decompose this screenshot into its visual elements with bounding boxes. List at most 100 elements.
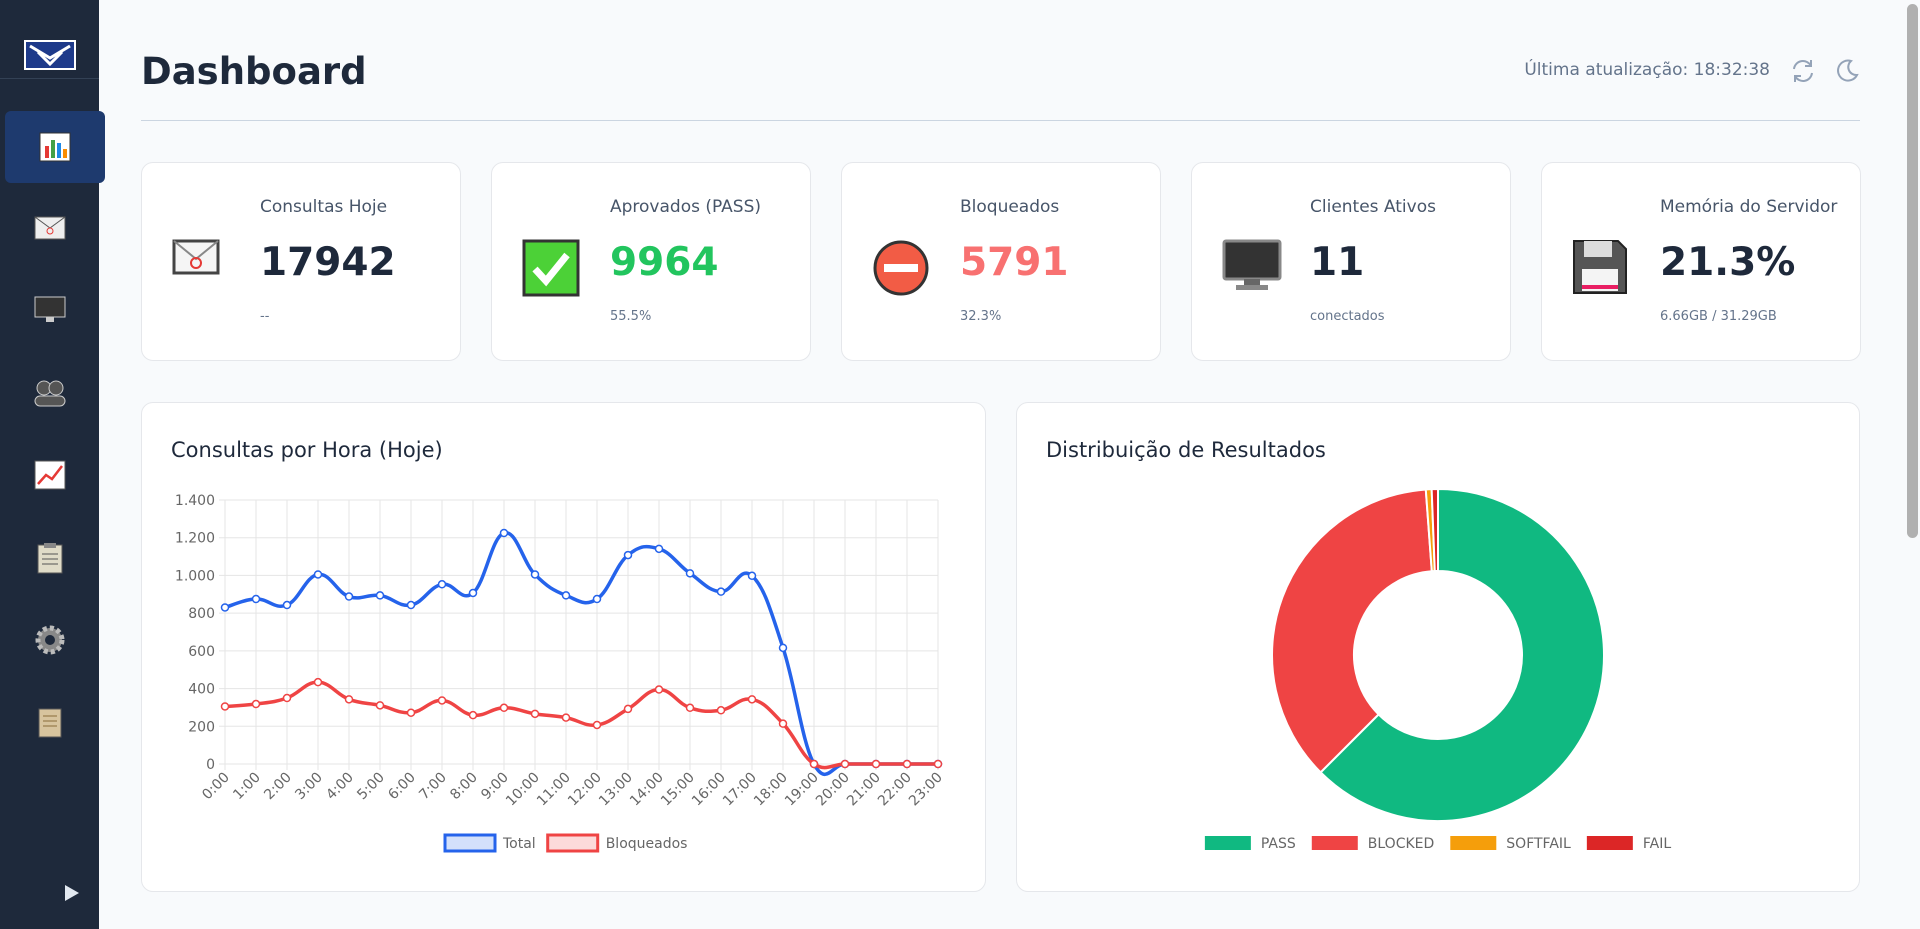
data-point bbox=[313, 570, 323, 579]
data-point bbox=[282, 600, 292, 610]
card-value: 17942 bbox=[260, 240, 396, 285]
data-point bbox=[716, 587, 726, 596]
stat-card: Aprovados (PASS) 9964 55.5% bbox=[491, 162, 811, 361]
x-tick-label: 7:00 bbox=[416, 770, 450, 804]
data-point bbox=[437, 580, 447, 589]
pie-slice bbox=[1319, 487, 1605, 822]
x-tick-label: 0:00 bbox=[199, 770, 233, 804]
data-point bbox=[809, 759, 819, 769]
data-point bbox=[468, 710, 478, 720]
divider bbox=[141, 120, 1860, 121]
x-tick-label: 6:00 bbox=[385, 770, 419, 804]
x-tick-label: 3:00 bbox=[292, 770, 326, 804]
page-title: Dashboard bbox=[141, 50, 367, 93]
line-chart: 0 200 400 600 800 1.000 1.200 1.400 0:001:002:00… bbox=[175, 493, 946, 853]
y-tick-label: 1.000 bbox=[175, 568, 215, 584]
y-tick-label: 1.400 bbox=[175, 493, 215, 509]
card-icon bbox=[1222, 239, 1282, 295]
y-tick-label: 0 bbox=[206, 757, 215, 773]
x-tick-label: 21:00 bbox=[844, 770, 884, 810]
stat-card: Memória do Servidor 21.3% 6.66GB / 31.29GB bbox=[1541, 162, 1861, 361]
legend-swatch bbox=[546, 833, 600, 853]
data-point bbox=[313, 677, 323, 687]
data-point bbox=[716, 706, 726, 715]
x-tick-label: 16:00 bbox=[689, 770, 729, 810]
nav-docs[interactable] bbox=[0, 689, 99, 759]
nav-stats[interactable] bbox=[0, 440, 99, 510]
data-point bbox=[437, 696, 447, 705]
data-point bbox=[251, 699, 261, 709]
card-icon bbox=[1572, 239, 1628, 299]
legend-label: BLOCKED bbox=[1368, 836, 1435, 852]
y-tick-label: 600 bbox=[188, 644, 215, 660]
card-title: Consultas Hoje bbox=[260, 197, 388, 217]
data-point bbox=[561, 591, 571, 600]
legend-label: FAIL bbox=[1643, 836, 1671, 852]
data-point bbox=[468, 588, 478, 598]
card-subtitle: -- bbox=[260, 309, 270, 324]
x-tick-label: 5:00 bbox=[354, 770, 388, 804]
data-point bbox=[933, 759, 943, 769]
card-title: Aprovados (PASS) bbox=[610, 197, 762, 217]
nav-clients[interactable] bbox=[0, 275, 99, 345]
x-tick-label: 19:00 bbox=[782, 770, 822, 810]
chart-title: Consultas por Hora (Hoje) bbox=[171, 438, 443, 462]
data-point bbox=[282, 693, 292, 703]
stat-card: Bloqueados 5791 32.3% bbox=[841, 162, 1161, 361]
data-point bbox=[654, 685, 664, 694]
nav-settings[interactable] bbox=[0, 605, 99, 675]
card-title: Memória do Servidor bbox=[1660, 197, 1838, 217]
x-tick-label: 12:00 bbox=[565, 770, 605, 810]
legend-swatch bbox=[1311, 836, 1358, 850]
data-point bbox=[871, 759, 881, 769]
nav-logs[interactable] bbox=[0, 523, 99, 593]
card-icon bbox=[172, 239, 220, 279]
card-subtitle: conectados bbox=[1310, 309, 1385, 324]
legend-label: PASS bbox=[1261, 836, 1296, 852]
data-point bbox=[685, 703, 695, 713]
refresh-button[interactable] bbox=[1790, 58, 1816, 84]
x-tick-label: 15:00 bbox=[658, 770, 698, 810]
x-tick-label: 22:00 bbox=[875, 770, 915, 810]
legend-item: SOFTFAIL bbox=[1450, 836, 1571, 852]
sidebar bbox=[0, 0, 105, 929]
legend-item: BLOCKED bbox=[1311, 836, 1435, 852]
data-point bbox=[375, 701, 385, 710]
pie-chart-panel: Distribuição de Resultados PASS BLOCKED SO… bbox=[1016, 402, 1860, 892]
data-point bbox=[344, 695, 354, 704]
x-tick-label: 8:00 bbox=[447, 770, 481, 804]
data-point bbox=[840, 759, 850, 769]
card-title: Bloqueados bbox=[960, 197, 1060, 217]
x-tick-label: 13:00 bbox=[596, 770, 636, 810]
legend-label: Total bbox=[502, 836, 536, 852]
stat-card: Consultas Hoje 17942 -- bbox=[141, 162, 461, 361]
scrollbar[interactable] bbox=[1907, 4, 1918, 538]
nav-dashboard[interactable] bbox=[5, 111, 105, 183]
data-point bbox=[530, 570, 540, 579]
x-tick-label: 14:00 bbox=[627, 770, 667, 810]
y-tick-label: 400 bbox=[188, 682, 215, 698]
data-point bbox=[592, 594, 602, 604]
expand-toggle[interactable] bbox=[64, 884, 80, 902]
x-tick-label: 4:00 bbox=[323, 770, 357, 804]
data-point bbox=[561, 713, 571, 722]
theme-toggle[interactable] bbox=[1834, 58, 1860, 84]
x-tick-label: 1:00 bbox=[230, 770, 264, 804]
nav-mail[interactable] bbox=[0, 193, 99, 263]
pie-chart: PASS BLOCKED SOFTFAIL FAIL bbox=[1204, 487, 1671, 852]
data-point bbox=[778, 719, 788, 728]
card-subtitle: 6.66GB / 31.29GB bbox=[1660, 309, 1777, 324]
data-point bbox=[251, 594, 261, 604]
pie-slice bbox=[1271, 488, 1433, 774]
data-point bbox=[747, 695, 757, 704]
card-subtitle: 55.5% bbox=[610, 309, 652, 324]
legend-label: SOFTFAIL bbox=[1506, 836, 1571, 852]
data-point bbox=[406, 708, 416, 717]
x-tick-label: 23:00 bbox=[906, 770, 946, 810]
data-point bbox=[623, 550, 633, 560]
x-tick-label: 11:00 bbox=[534, 770, 574, 810]
legend-swatch bbox=[1450, 836, 1497, 850]
card-value: 9964 bbox=[610, 240, 719, 285]
nav-users[interactable] bbox=[0, 358, 99, 428]
data-point bbox=[654, 544, 664, 554]
